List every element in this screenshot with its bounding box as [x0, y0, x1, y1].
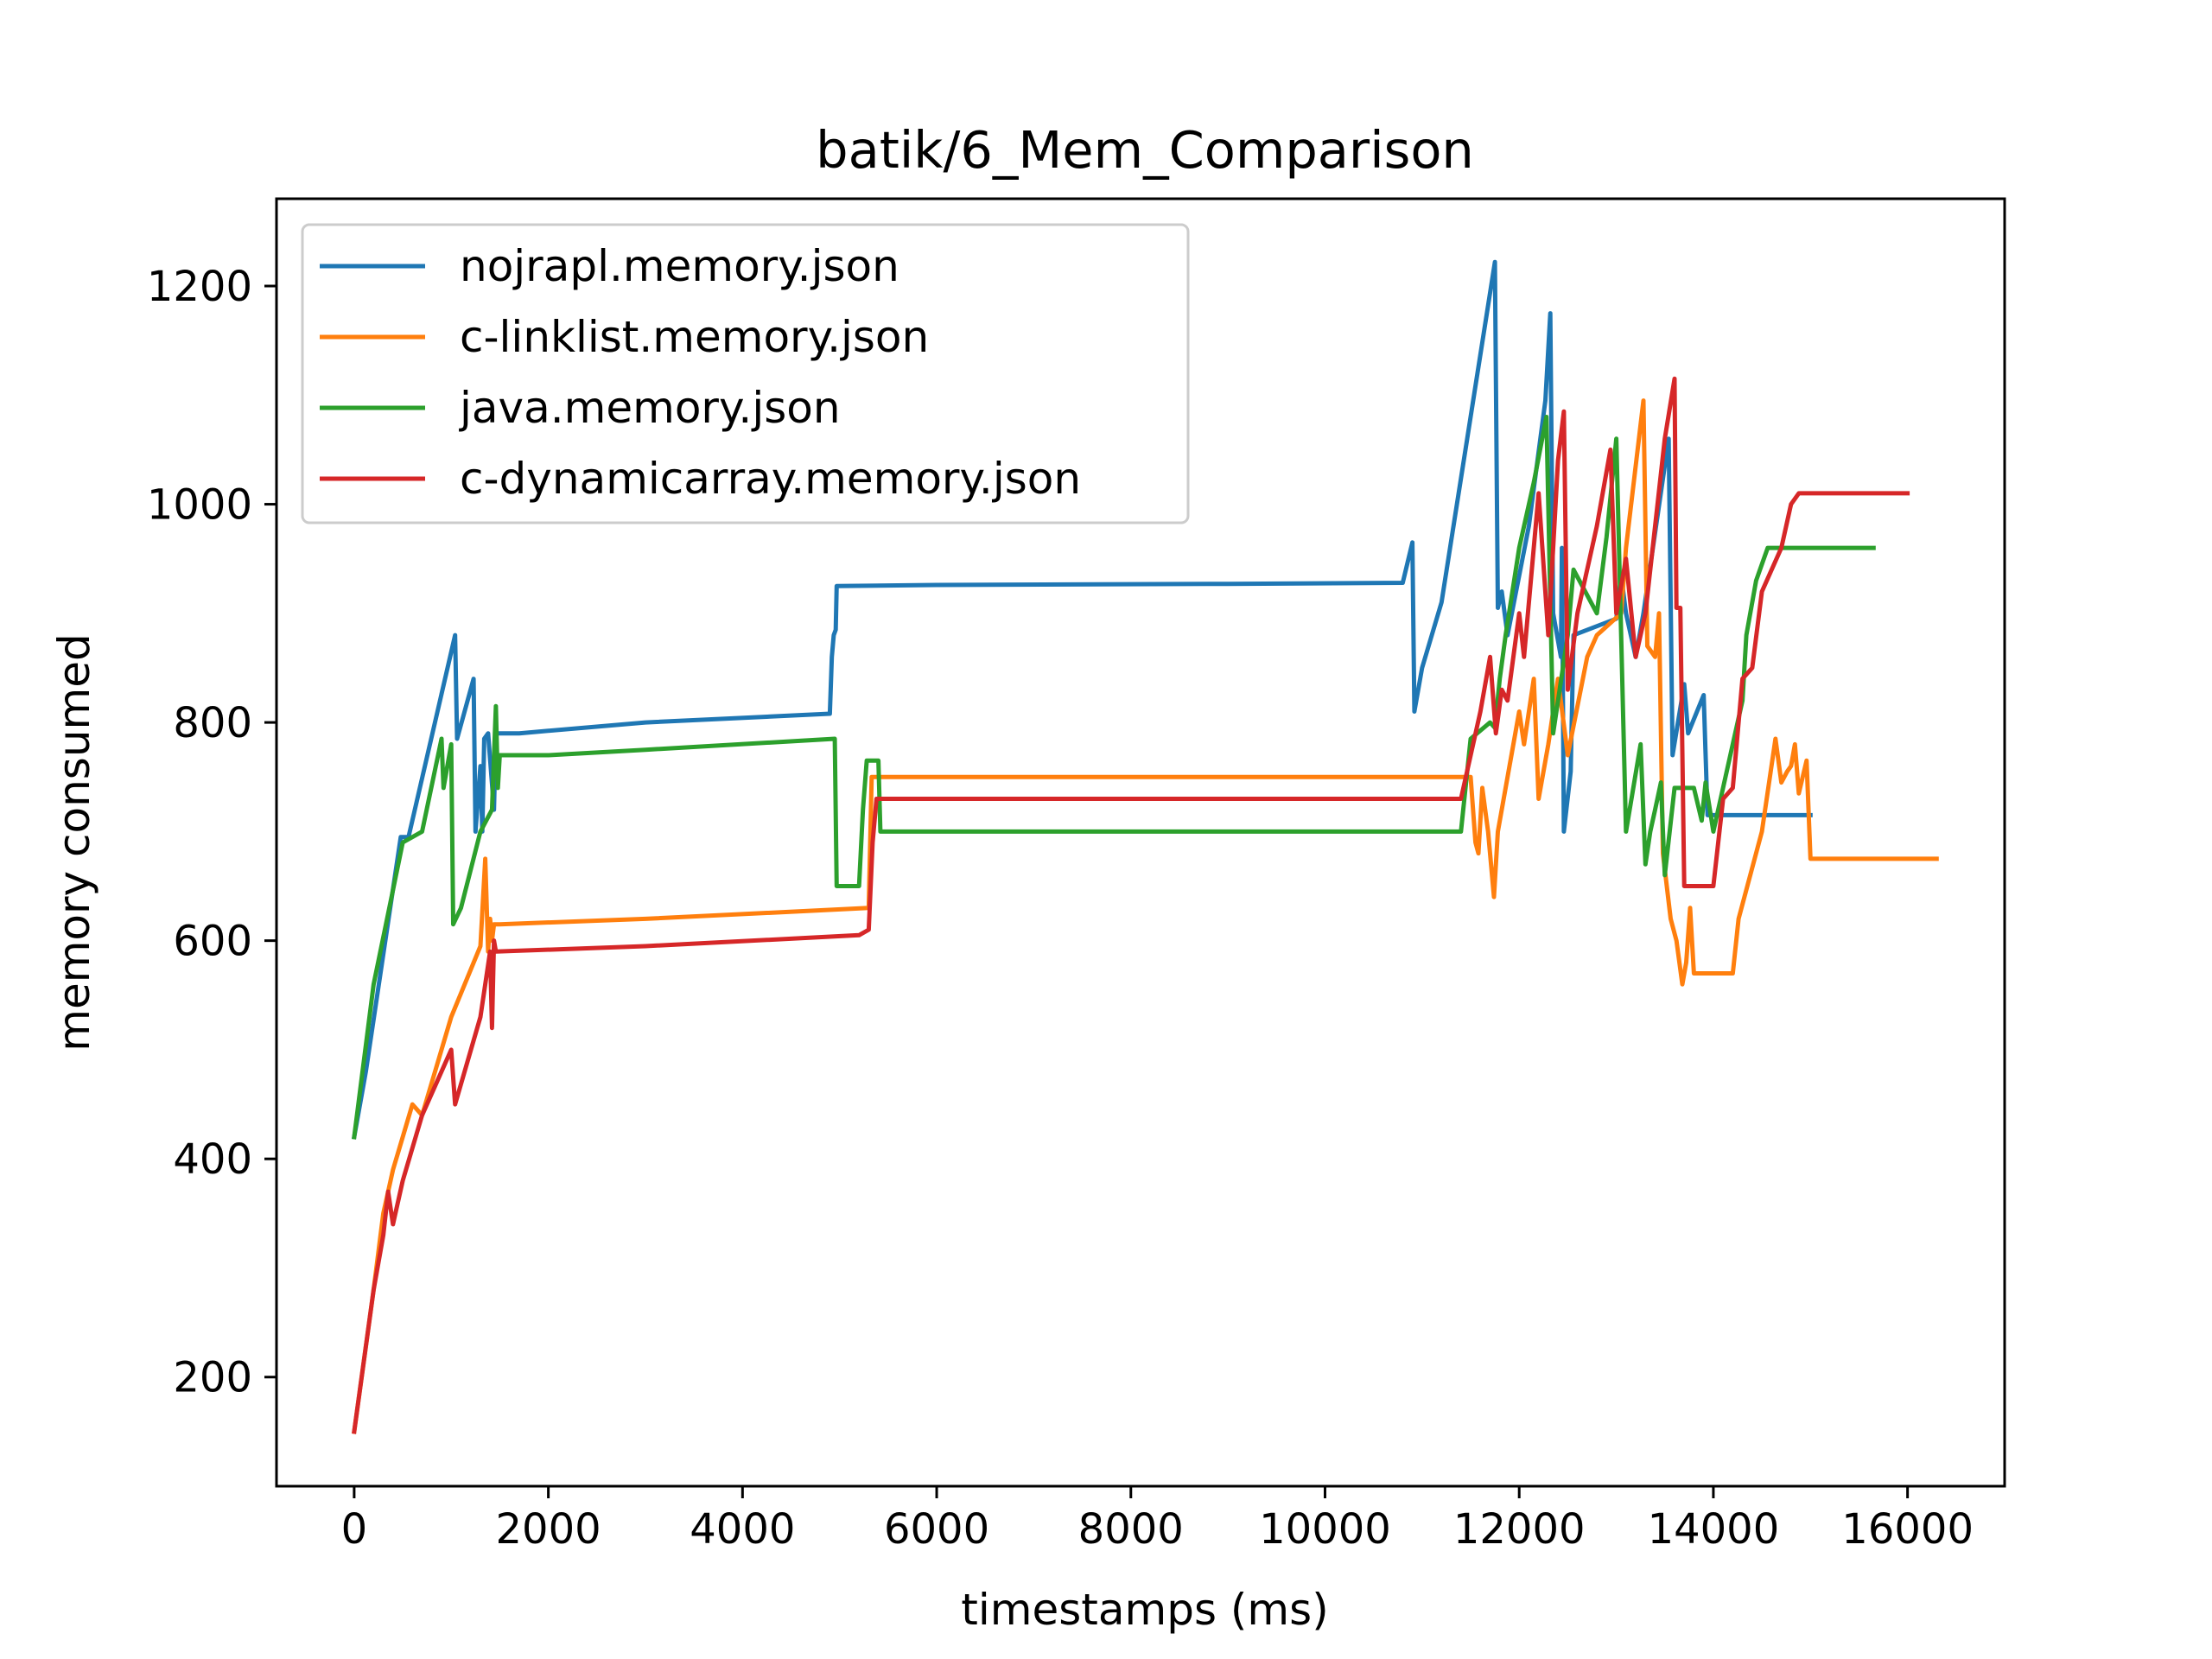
series-line-0 [351, 259, 1813, 1140]
x-tick-label: 4000 [690, 1505, 795, 1554]
x-tick-label: 12000 [1453, 1505, 1586, 1554]
legend-label: java.memory.json [459, 383, 841, 433]
x-tick-label: 10000 [1259, 1505, 1391, 1554]
plot-frame [275, 197, 2006, 1488]
x-tick-label: 14000 [1648, 1505, 1780, 1554]
y-axis-label: memory consumed [49, 633, 99, 1052]
y-tick-label: 200 [173, 1354, 252, 1402]
series-line-1 [352, 398, 1939, 1434]
y-tick-label: 1000 [147, 481, 252, 530]
legend-box [301, 223, 1190, 524]
series-line-3 [352, 376, 1910, 1434]
x-tick-label: 0 [341, 1505, 368, 1554]
y-tick-label: 600 [173, 918, 252, 966]
x-axis-label: timestamps (ms) [961, 1585, 1328, 1635]
x-tick-label: 8000 [1078, 1505, 1184, 1554]
legend-label: c-linklist.memory.json [460, 312, 929, 362]
x-tick-label: 16000 [1841, 1505, 1974, 1554]
series-layer [351, 259, 1939, 1434]
x-axis-ticks: 0 2000 4000 6000 8000 10000 12000 14000 16000 [341, 1486, 1974, 1554]
legend-label: c-dynamicarray.memory.json [460, 454, 1081, 504]
x-tick-label: 6000 [884, 1505, 989, 1554]
x-tick-label: 2000 [496, 1505, 601, 1554]
y-tick-label: 400 [173, 1135, 252, 1184]
y-axis-ticks: 200 400 600 800 1000 1200 [147, 263, 276, 1402]
legend: nojrapl.memory.json c-linklist.memory.jso… [301, 223, 1190, 524]
chart-title: batik/6_Mem_Comparison [816, 120, 1474, 180]
y-tick-label: 1200 [147, 263, 252, 311]
legend-label: nojrapl.memory.json [460, 241, 899, 291]
y-tick-label: 800 [173, 699, 252, 747]
